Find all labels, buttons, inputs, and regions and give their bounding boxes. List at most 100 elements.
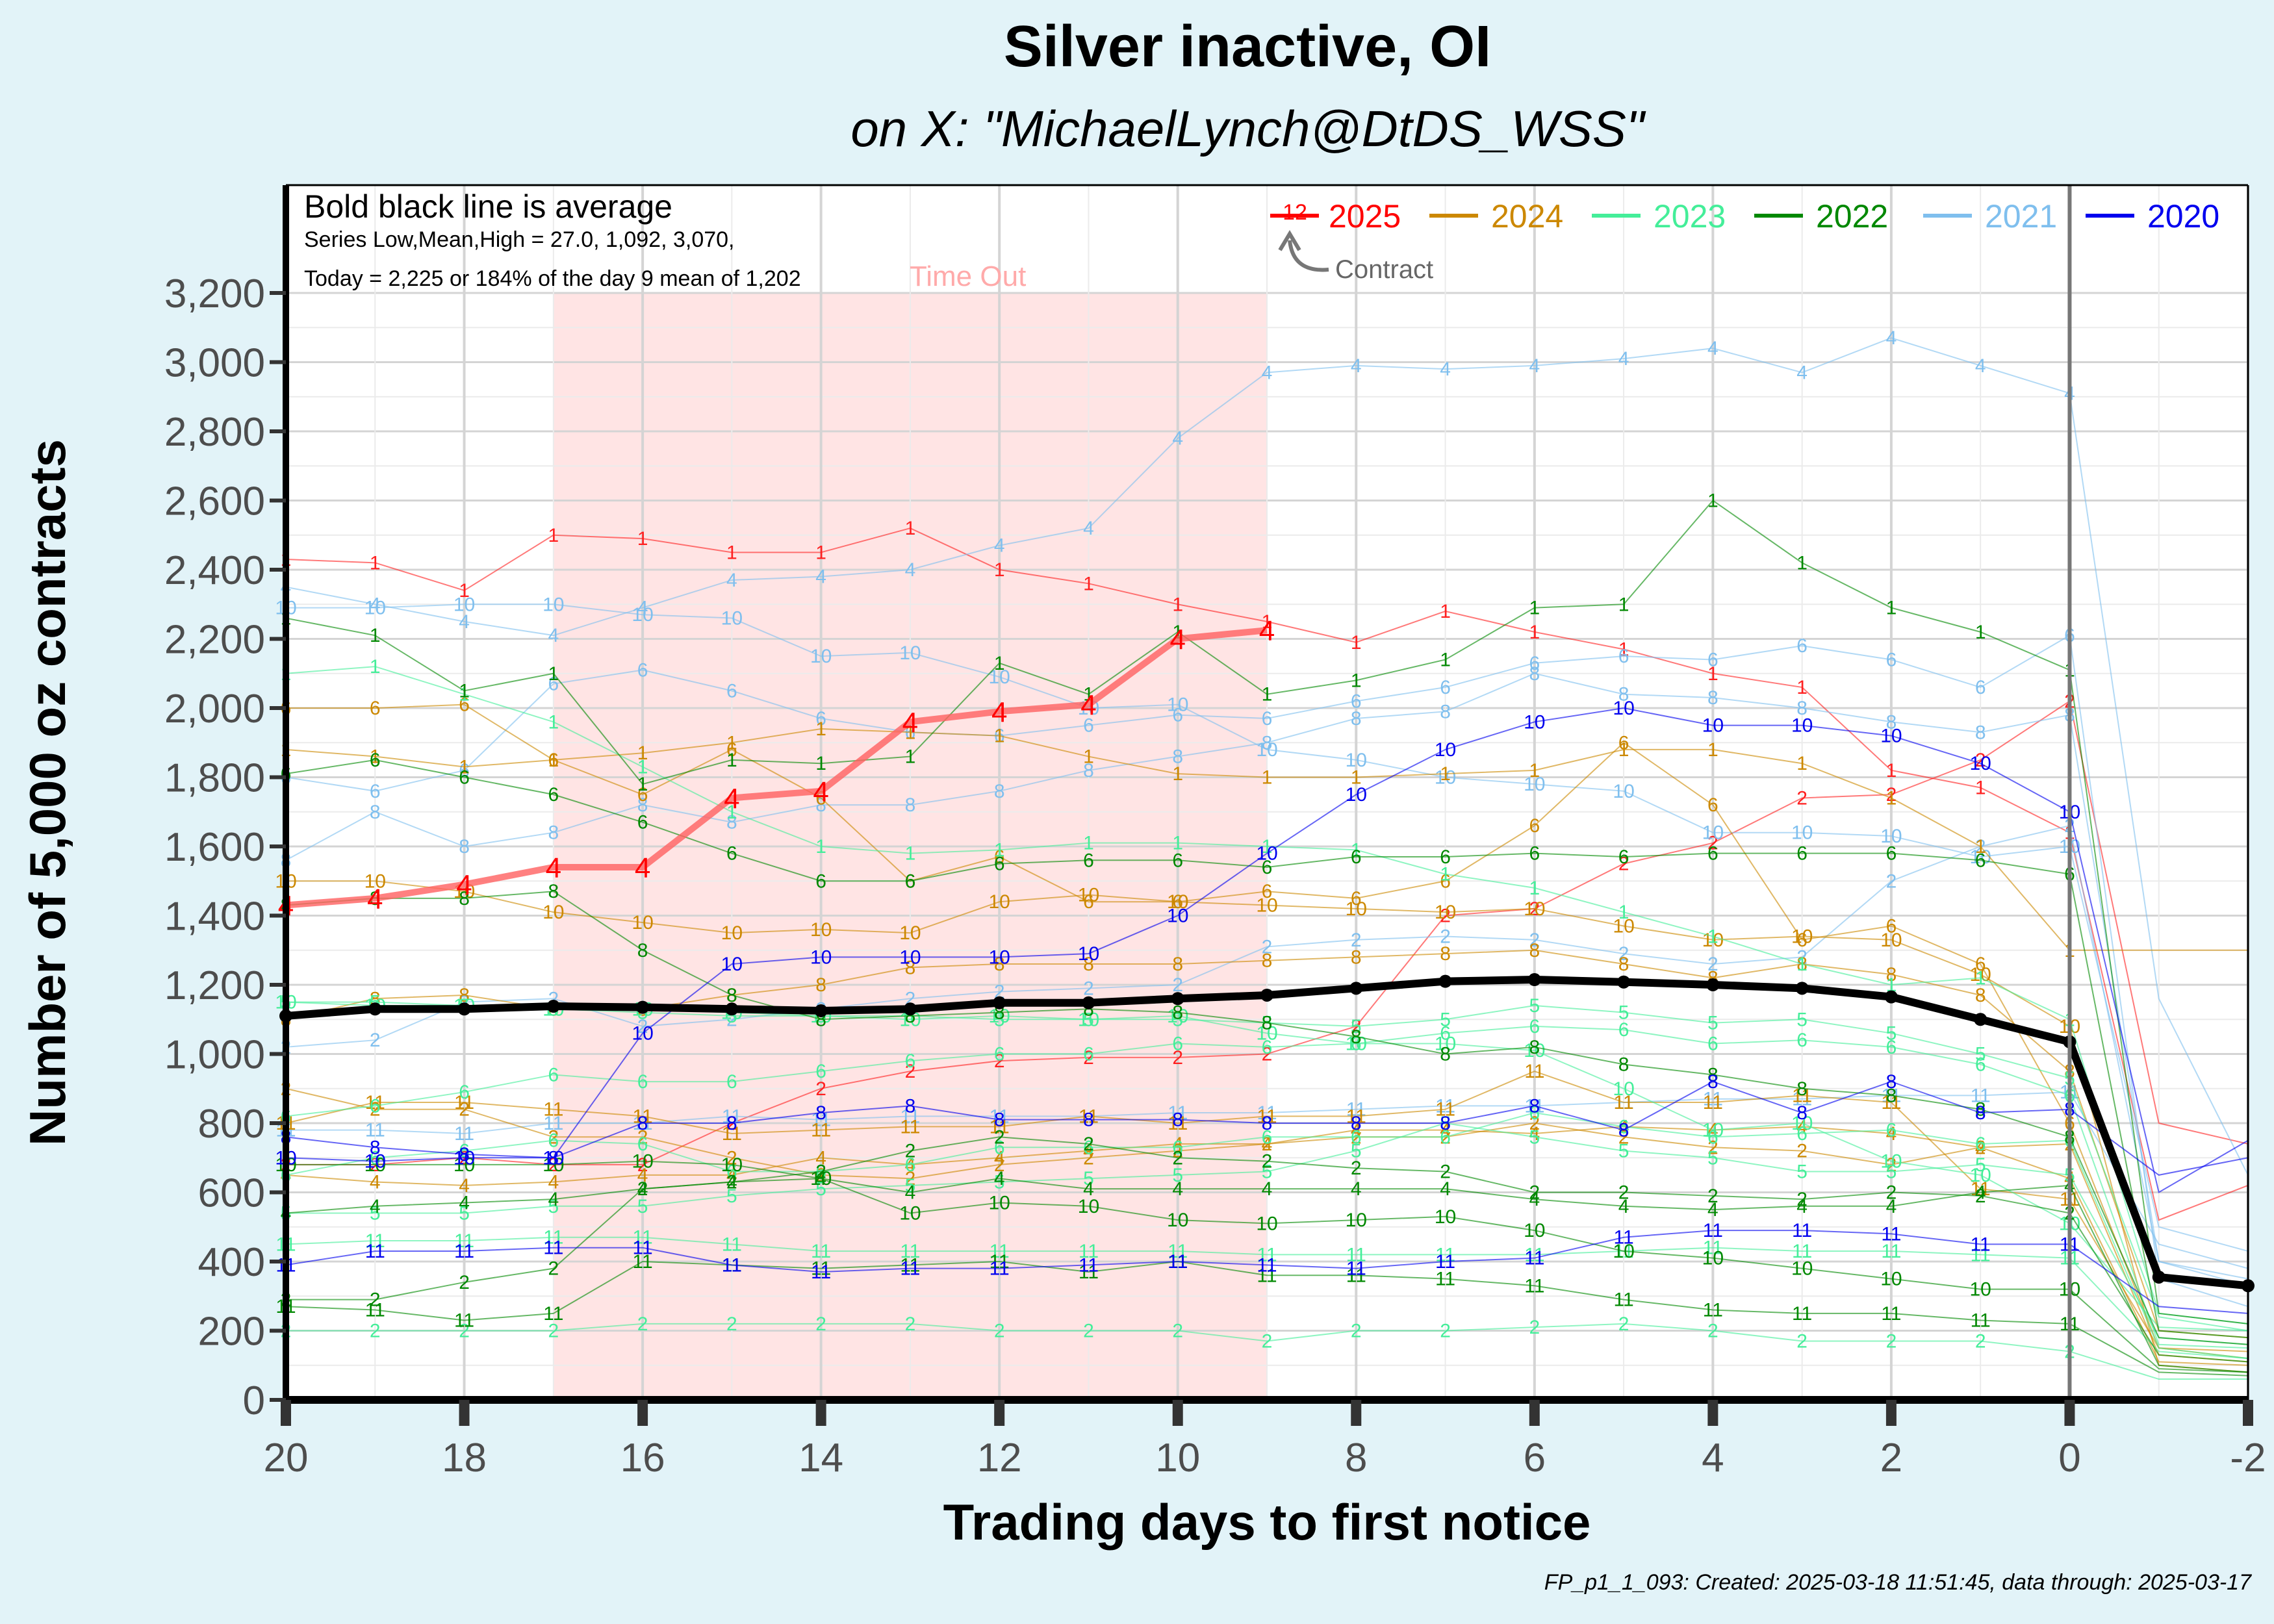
series-point-label: 4 — [1440, 359, 1451, 380]
series-line — [285, 759, 2249, 1339]
average-point — [368, 1002, 382, 1016]
series-point-label: 8 — [1529, 940, 1540, 961]
current-point-label: 4 — [367, 883, 383, 915]
series-point-label: 10 — [1880, 1151, 1902, 1173]
series-point-label: 8 — [1351, 946, 1362, 968]
series-point-label: 10 — [632, 604, 653, 626]
series-point-label: 8 — [1083, 760, 1094, 781]
series-point-label: 2 — [548, 1321, 559, 1342]
series-point-label: 2 — [1796, 1330, 1808, 1352]
series-point-label: 2 — [726, 1147, 737, 1169]
series-point-label: 11 — [1257, 1102, 1277, 1124]
series-point-label: 8 — [459, 1144, 470, 1165]
series-point-label: 6 — [1083, 850, 1094, 871]
average-point — [1795, 982, 1809, 995]
time-out-label: Time Out — [910, 260, 1026, 292]
average-point — [1706, 978, 1720, 991]
series-point-label: 6 — [994, 1044, 1005, 1065]
series-point-label: 1 — [1796, 753, 1808, 774]
series-point-label: 1 — [1440, 601, 1451, 622]
series-point-label: 11 — [900, 1116, 920, 1137]
y-tick-label: 1,600 — [164, 825, 265, 870]
series-point-label: 5 — [994, 1009, 1005, 1030]
note-today: Today = 2,225 or 184% of the day 9 mean … — [304, 266, 801, 291]
series-point-label: 11 — [365, 1241, 385, 1262]
series-point-label: 10 — [1256, 843, 1277, 865]
series-point-label: 10 — [1256, 1023, 1277, 1045]
average-point — [993, 996, 1006, 1009]
average-point — [1260, 988, 1273, 1002]
series-point-label: 8 — [1618, 954, 1629, 975]
current-point-label: 4 — [456, 870, 472, 902]
series-point-label: 8 — [459, 836, 470, 857]
series-point-label: 11 — [1703, 1220, 1723, 1241]
series-point-label: 2 — [1440, 926, 1451, 947]
series-point-label: 5 — [1707, 1013, 1718, 1034]
series-point-label: 2 — [370, 1030, 381, 1051]
series-point-label: 2 — [637, 1016, 648, 1037]
series-point-label: 4 — [1262, 1178, 1273, 1200]
series-point-label: 10 — [1702, 715, 1724, 737]
series-point-label: 11 — [900, 1241, 920, 1262]
series-point-label: 6 — [1796, 635, 1808, 657]
series-point-label: 6 — [726, 1161, 737, 1183]
x-tick-label: 2 — [1880, 1436, 1902, 1480]
series-point-label: 4 — [1886, 327, 1897, 349]
series-point-label: 4 — [637, 598, 648, 619]
series-point-label: 6 — [1618, 732, 1629, 754]
footer-note: FP_p1_1_093: Created: 2025-03-18 11:51:4… — [1544, 1570, 2252, 1595]
series-point-label: 1 — [370, 656, 381, 678]
series-point-label: 10 — [721, 922, 743, 944]
series-point-label: 4 — [726, 1165, 737, 1186]
series-point-label: 1 — [1529, 622, 1540, 643]
series-point-label: 11 — [1971, 1085, 1991, 1106]
series-point-label: 6 — [370, 698, 381, 719]
series-point-label: 4 — [548, 625, 559, 646]
series-point-label: 11 — [1703, 1089, 1723, 1110]
series-point-label: 6 — [726, 680, 737, 702]
series-line — [286, 1136, 2249, 1363]
series-point-label: 4 — [1975, 1137, 1986, 1158]
series-point-label: 2 — [459, 1272, 470, 1293]
series-point-label: 5 — [1529, 1126, 1540, 1148]
series-point-label: 1 — [1886, 598, 1897, 619]
series-point-label: 8 — [1975, 1099, 1986, 1121]
series-point-label: 4 — [1172, 1178, 1183, 1200]
series-point-label: 5 — [1351, 1016, 1362, 1037]
series-point-label: 2 — [459, 1321, 470, 1342]
y-tick-label: 1,400 — [164, 894, 265, 939]
series-point-label: 11 — [811, 1258, 831, 1280]
series-point-label: 8 — [1886, 711, 1897, 733]
series-point-label: 5 — [548, 1196, 559, 1217]
series-point-label: 4 — [1707, 1199, 1718, 1221]
series-point-label: 5 — [1707, 1147, 1718, 1169]
current-point-label: 4 — [902, 707, 918, 739]
series-point-label: 5 — [637, 1196, 648, 1217]
series-point-label: 1 — [1083, 833, 1094, 854]
series-point-label: 8 — [994, 1110, 1005, 1131]
series-point-label: 2 — [1707, 833, 1718, 854]
series-point-label: 10 — [1167, 891, 1188, 913]
series-point-label: 8 — [1886, 964, 1897, 985]
series-point-label: 1 — [637, 774, 648, 795]
series-point-label: 11 — [1524, 1275, 1544, 1297]
series-point-label: 6 — [548, 750, 559, 771]
series-point-label: 10 — [1702, 1120, 1724, 1141]
series-point-label: 11 — [1435, 1099, 1455, 1121]
legend-label: 2022 — [1816, 198, 1888, 235]
series-point-label: 5 — [905, 1175, 916, 1197]
average-point — [457, 1002, 471, 1016]
series-point-label: 10 — [1702, 1248, 1724, 1269]
series-point-label: 2 — [1886, 1330, 1897, 1352]
series-point-label: 11 — [1346, 1258, 1366, 1280]
y-tick-label: 400 — [198, 1240, 265, 1285]
series-point-label: 1 — [815, 836, 826, 857]
series-line — [286, 880, 2249, 1373]
series-point-label: 1 — [905, 518, 916, 539]
series-point-label: 2 — [548, 1126, 559, 1148]
series-point-label: 11 — [543, 1227, 563, 1249]
series-point-label: 6 — [994, 846, 1005, 868]
series-point-label: 6 — [1083, 1044, 1094, 1065]
series-point-label: 11 — [1703, 1092, 1723, 1113]
series-point-label: 11 — [543, 1237, 563, 1259]
